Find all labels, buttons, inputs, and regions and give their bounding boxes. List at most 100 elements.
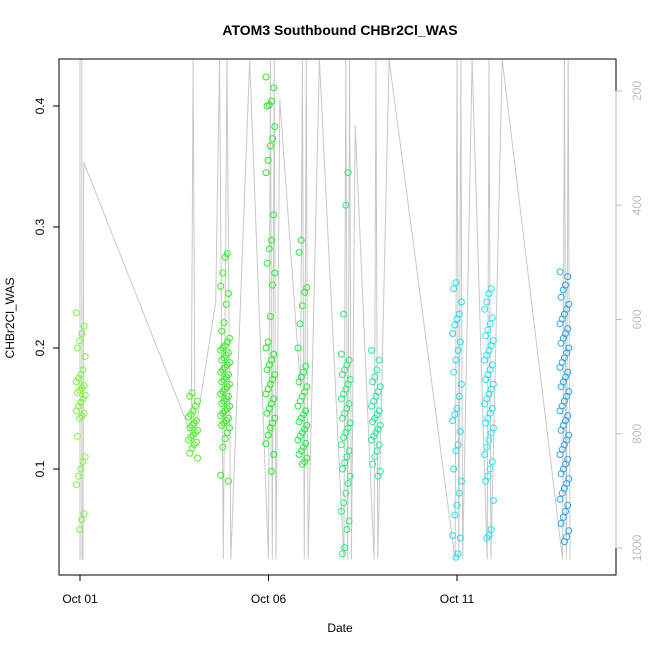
data-point bbox=[556, 407, 564, 415]
data-point bbox=[344, 169, 352, 177]
data-point bbox=[454, 441, 462, 449]
data-point bbox=[219, 366, 227, 374]
data-point bbox=[483, 534, 491, 542]
y2-tick-label: 600 bbox=[630, 309, 644, 329]
data-point bbox=[188, 389, 196, 397]
data-point bbox=[75, 374, 83, 382]
data-point bbox=[556, 268, 564, 276]
data-point bbox=[342, 489, 350, 497]
data-point bbox=[224, 371, 232, 379]
data-point bbox=[557, 383, 565, 391]
data-point bbox=[455, 489, 463, 497]
data-point bbox=[78, 516, 86, 524]
data-point bbox=[217, 368, 225, 376]
data-point bbox=[482, 332, 490, 340]
data-point bbox=[457, 380, 465, 388]
data-point bbox=[217, 412, 225, 420]
data-point bbox=[224, 477, 232, 485]
data-point bbox=[449, 532, 457, 539]
data-point bbox=[557, 520, 565, 527]
data-point bbox=[453, 315, 461, 323]
data-point bbox=[220, 419, 228, 427]
data-point bbox=[557, 470, 565, 478]
x-tick-label: Oct 11 bbox=[440, 592, 475, 606]
altitude-track bbox=[79, 59, 571, 560]
data-point bbox=[557, 339, 565, 347]
data-point bbox=[451, 511, 459, 519]
data-point bbox=[556, 320, 564, 328]
data-point bbox=[264, 338, 272, 346]
data-point bbox=[486, 320, 494, 328]
data-point bbox=[340, 310, 348, 318]
data-point bbox=[81, 391, 89, 399]
data-point bbox=[302, 362, 310, 370]
data-point bbox=[268, 97, 275, 105]
data-point bbox=[450, 285, 458, 293]
data-point bbox=[454, 346, 462, 354]
data-point bbox=[484, 326, 492, 334]
data-point bbox=[220, 354, 228, 362]
data-point bbox=[337, 507, 345, 515]
data-point bbox=[80, 382, 88, 389]
data-point bbox=[271, 123, 279, 131]
data-point bbox=[78, 330, 86, 337]
data-point bbox=[221, 435, 229, 443]
data-point bbox=[263, 259, 271, 267]
y-tick-label: 0.1 bbox=[33, 460, 47, 477]
x-axis-label: Date bbox=[327, 621, 353, 635]
data-point bbox=[489, 497, 497, 504]
y2-tick-label: 200 bbox=[630, 81, 644, 101]
data-point bbox=[270, 84, 278, 92]
data-point bbox=[223, 405, 231, 412]
data-point bbox=[488, 458, 496, 466]
data-point bbox=[482, 477, 490, 485]
data-point bbox=[263, 102, 271, 110]
data-point bbox=[481, 356, 489, 364]
data-point bbox=[557, 426, 565, 434]
data-point bbox=[81, 353, 89, 360]
data-point bbox=[346, 472, 354, 480]
data-point bbox=[370, 432, 378, 440]
plot-frame bbox=[58, 58, 617, 576]
data-point bbox=[337, 441, 345, 449]
data-point bbox=[301, 425, 309, 433]
data-point bbox=[339, 371, 346, 379]
data-point bbox=[221, 407, 229, 415]
data-point bbox=[297, 414, 305, 422]
data-point bbox=[223, 429, 231, 437]
data-point bbox=[270, 451, 278, 458]
data-point bbox=[224, 392, 232, 400]
data-point bbox=[337, 350, 345, 358]
data-point bbox=[296, 432, 304, 440]
data-point bbox=[298, 302, 306, 310]
data-point bbox=[369, 460, 377, 468]
data-point bbox=[298, 460, 306, 468]
data-point bbox=[217, 282, 225, 290]
data-point bbox=[76, 526, 84, 533]
data-point bbox=[192, 438, 200, 446]
data-point bbox=[262, 344, 270, 352]
data-point bbox=[219, 269, 227, 277]
data-point bbox=[295, 248, 303, 256]
data-point bbox=[72, 407, 80, 415]
data-point bbox=[77, 398, 85, 406]
y2-tick-label: 400 bbox=[630, 195, 644, 215]
data-point bbox=[72, 309, 80, 317]
data-point bbox=[186, 449, 194, 457]
data-point bbox=[452, 447, 460, 455]
data-point bbox=[451, 411, 459, 419]
data-point bbox=[295, 378, 303, 386]
data-point bbox=[337, 395, 345, 403]
data-point bbox=[297, 447, 305, 455]
data-point bbox=[226, 402, 233, 410]
data-point bbox=[219, 388, 227, 396]
data-point bbox=[295, 418, 303, 426]
data-point bbox=[373, 366, 381, 374]
data-point bbox=[223, 383, 231, 391]
data-point bbox=[487, 429, 495, 437]
data-point bbox=[80, 322, 88, 330]
data-point bbox=[217, 346, 225, 354]
data-point bbox=[74, 344, 81, 352]
x-tick-label: Oct 01 bbox=[62, 592, 98, 606]
data-point bbox=[369, 378, 377, 386]
